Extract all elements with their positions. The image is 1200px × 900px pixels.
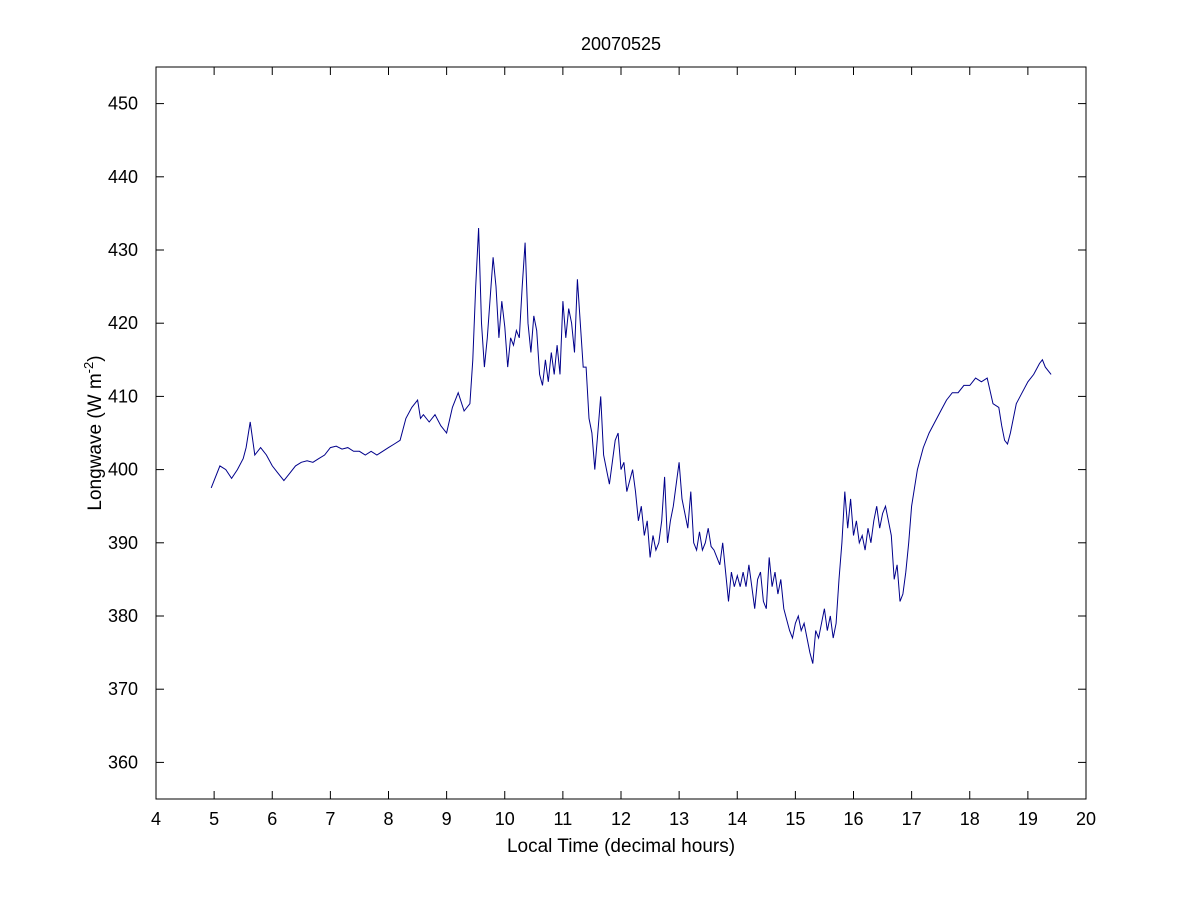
y-tick-label: 380 <box>108 606 138 626</box>
x-tick-label: 9 <box>442 809 452 829</box>
x-tick-label: 8 <box>383 809 393 829</box>
x-tick-label: 17 <box>902 809 922 829</box>
x-axis-label: Local Time (decimal hours) <box>507 836 735 857</box>
x-tick-label: 20 <box>1076 809 1096 829</box>
y-tick-label: 390 <box>108 533 138 553</box>
y-tick-label: 360 <box>108 752 138 772</box>
y-tick-label: 430 <box>108 240 138 260</box>
plot-area: 4 5 6 7 8 9 10 11 12 13 14 15 16 17 18 19 20 360 370 380 390… <box>108 66 1096 829</box>
y-tick-label: 400 <box>108 460 138 480</box>
x-tick-label: 4 <box>151 809 161 829</box>
x-tick-label: 11 <box>554 809 573 829</box>
x-tick-label: 14 <box>727 809 747 829</box>
x-tick-label: 18 <box>960 809 980 829</box>
x-tick-label: 7 <box>325 809 335 829</box>
y-tick-label: 420 <box>108 313 138 333</box>
series-line-longwave <box>210 227 1052 664</box>
y-tick-label: 440 <box>108 167 138 187</box>
axes-box <box>155 66 1087 800</box>
ticks-layer: 4 5 6 7 8 9 10 11 12 13 14 15 16 17 18 19 20 360 370 380 390… <box>108 67 1096 829</box>
x-tick-label: 19 <box>1018 809 1038 829</box>
chart-title: 20070525 <box>581 34 661 54</box>
y-tick-label: 370 <box>108 679 138 699</box>
x-tick-label: 12 <box>611 809 631 829</box>
y-axis-label: Longwave (W m-2) <box>81 355 106 510</box>
x-tick-label: 16 <box>843 809 863 829</box>
y-tick-label: 450 <box>108 94 138 114</box>
x-tick-label: 15 <box>785 809 805 829</box>
y-axis-label-main: Longwave (W m <box>85 373 106 510</box>
y-axis-label-superscript: -2 <box>81 362 96 374</box>
x-tick-label: 5 <box>209 809 219 829</box>
y-axis-label-close: ) <box>85 355 106 361</box>
y-tick-label: 410 <box>108 386 138 406</box>
x-tick-label: 10 <box>495 809 515 829</box>
x-tick-label: 6 <box>267 809 277 829</box>
x-tick-label: 13 <box>669 809 689 829</box>
